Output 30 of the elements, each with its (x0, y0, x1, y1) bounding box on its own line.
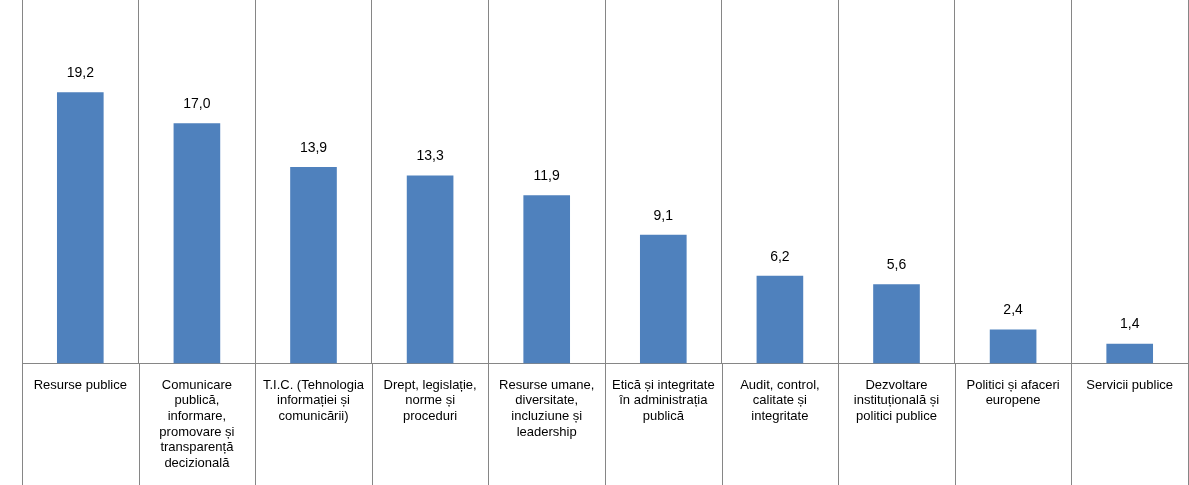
bar (173, 123, 221, 364)
data-label: 9,1 (653, 206, 674, 223)
x-tick-label: Drept, legislație, norme și proceduri (383, 376, 477, 423)
data-label: 1,4 (1119, 315, 1140, 332)
x-tick-label: Resurse publice (33, 376, 127, 392)
data-label: 5,6 (886, 256, 907, 273)
x-tick-label: Comunicare publică, informare, promovare și transparență decizională (159, 376, 235, 470)
data-label: 11,9 (533, 167, 561, 184)
data-label: 13,3 (416, 147, 444, 164)
bar (873, 284, 920, 364)
data-label: 13,9 (299, 138, 328, 155)
x-tick-label: Dezvoltare instituțională și politici publice (853, 376, 940, 423)
bar (1106, 343, 1154, 364)
x-tick-label: Servicii publice (1086, 376, 1174, 392)
data-label: 19,2 (66, 64, 95, 81)
x-tick-label: Resurse umane, diversitate, incluziune și leadership (499, 376, 595, 439)
bar (406, 175, 454, 364)
data-label: 6,2 (770, 247, 790, 264)
x-tick-label: T.I.C. (Tehnologia informației și comunicării) (262, 376, 365, 423)
x-tick-label: Audit, control, calitate și integritate (740, 376, 820, 423)
data-label: 2,4 (1003, 301, 1024, 318)
x-tick-label: Etică și integritate în administrația publică (612, 376, 715, 423)
x-tick-label: Politici și afaceri europene (966, 376, 1060, 408)
data-label: 17,0 (183, 95, 211, 112)
bar (756, 275, 804, 364)
bar (989, 329, 1037, 364)
bar (639, 234, 687, 364)
bar (290, 167, 337, 364)
bar (523, 195, 571, 364)
bar (56, 92, 104, 364)
